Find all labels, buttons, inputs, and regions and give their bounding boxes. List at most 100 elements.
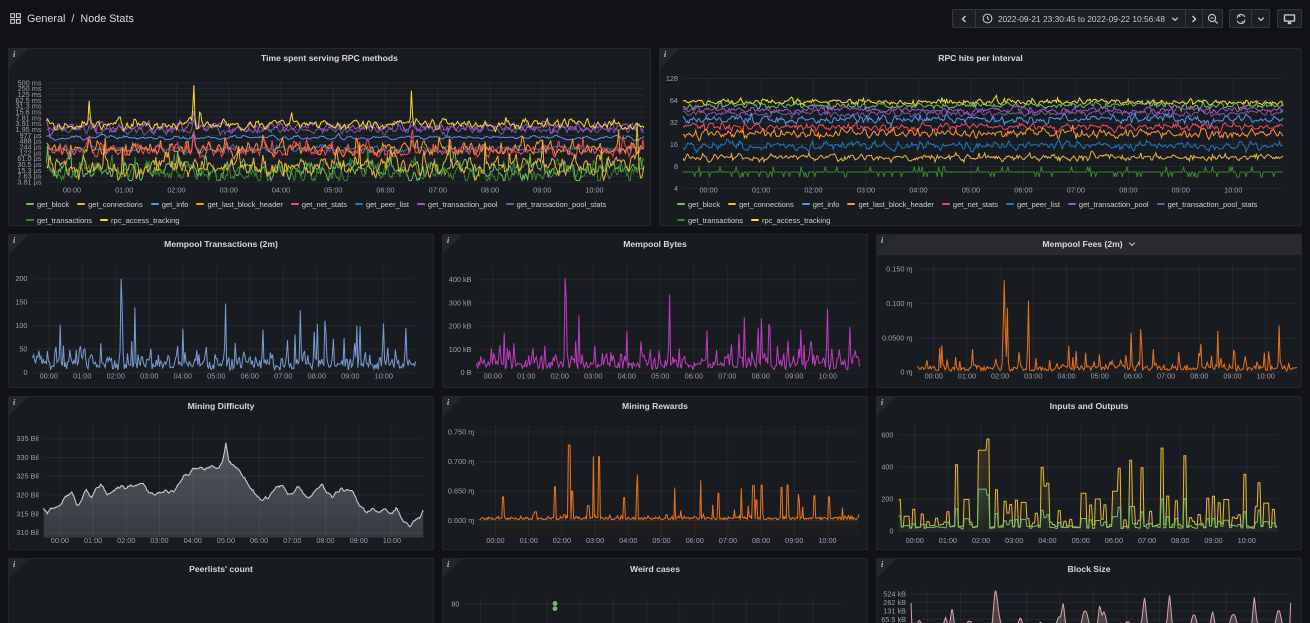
svg-text:100: 100: [15, 321, 27, 330]
svg-text:400 kB: 400 kB: [449, 275, 472, 284]
svg-text:03:00: 03:00: [220, 186, 238, 195]
svg-text:10:00: 10:00: [1238, 536, 1256, 545]
svg-text:31.3 ms: 31.3 ms: [16, 102, 42, 111]
svg-text:0.600 ɱ: 0.600 ɱ: [448, 516, 474, 525]
svg-text:08:00: 08:00: [1119, 186, 1137, 195]
svg-text:01:00: 01:00: [939, 536, 957, 545]
svg-text:977 µs: 977 µs: [19, 131, 41, 140]
svg-text:10:00: 10:00: [1224, 186, 1242, 195]
svg-text:06:00: 06:00: [1124, 372, 1142, 381]
svg-text:15.3 µs: 15.3 µs: [17, 166, 41, 175]
svg-text:16: 16: [670, 140, 678, 149]
svg-text:10:00: 10:00: [1257, 372, 1275, 381]
svg-text:0: 0: [889, 526, 893, 535]
svg-text:3.91 ms: 3.91 ms: [16, 119, 42, 128]
svg-text:122 µs: 122 µs: [19, 148, 41, 157]
svg-text:0.750 ɱ: 0.750 ɱ: [448, 427, 474, 436]
svg-text:600: 600: [881, 430, 893, 439]
svg-text:07:00: 07:00: [274, 372, 292, 381]
svg-text:02:00: 02:00: [167, 186, 185, 195]
svg-text:61.0 µs: 61.0 µs: [17, 154, 41, 163]
svg-text:01:00: 01:00: [517, 372, 535, 381]
svg-text:4: 4: [674, 184, 678, 193]
svg-text:08:00: 08:00: [1190, 372, 1208, 381]
svg-text:06:00: 06:00: [376, 186, 394, 195]
svg-text:03:00: 03:00: [857, 186, 875, 195]
svg-text:0.650 ɱ: 0.650 ɱ: [448, 486, 474, 495]
svg-text:125 ms: 125 ms: [18, 90, 42, 99]
svg-text:100 kB: 100 kB: [449, 345, 472, 354]
svg-text:04:00: 04:00: [1038, 536, 1056, 545]
svg-text:02:00: 02:00: [117, 536, 135, 545]
svg-text:325 Bil: 325 Bil: [16, 472, 39, 481]
svg-text:00:00: 00:00: [484, 372, 502, 381]
svg-text:09:00: 09:00: [350, 536, 368, 545]
svg-text:09:00: 09:00: [533, 186, 551, 195]
svg-text:02:00: 02:00: [553, 536, 571, 545]
svg-text:10:00: 10:00: [375, 372, 393, 381]
svg-text:06:00: 06:00: [1014, 186, 1032, 195]
svg-text:310 Bil: 310 Bil: [16, 528, 39, 537]
svg-text:04:00: 04:00: [184, 536, 202, 545]
svg-text:00:00: 00:00: [40, 372, 58, 381]
svg-text:08:00: 08:00: [752, 536, 770, 545]
svg-text:08:00: 08:00: [481, 186, 499, 195]
svg-text:08:00: 08:00: [752, 372, 770, 381]
svg-text:32: 32: [670, 118, 678, 127]
svg-text:03:00: 03:00: [1005, 536, 1023, 545]
svg-text:05:00: 05:00: [651, 372, 669, 381]
svg-text:200: 200: [881, 494, 893, 503]
svg-text:04:00: 04:00: [174, 372, 192, 381]
svg-text:04:00: 04:00: [619, 536, 637, 545]
svg-text:0.0500 ɱ: 0.0500 ɱ: [882, 333, 912, 342]
svg-text:0 ɱ: 0 ɱ: [900, 368, 912, 377]
svg-text:01:00: 01:00: [73, 372, 91, 381]
svg-text:10:00: 10:00: [818, 536, 836, 545]
svg-text:07:00: 07:00: [1157, 372, 1175, 381]
svg-text:64: 64: [670, 96, 678, 105]
svg-text:0: 0: [23, 368, 27, 377]
svg-text:262 kB: 262 kB: [883, 598, 906, 607]
svg-text:01:00: 01:00: [84, 536, 102, 545]
svg-text:04:00: 04:00: [618, 372, 636, 381]
svg-text:128: 128: [666, 74, 678, 83]
svg-text:7.63 µs: 7.63 µs: [17, 172, 41, 181]
svg-text:0.700 ɱ: 0.700 ɱ: [448, 457, 474, 466]
svg-text:320 Bil: 320 Bil: [16, 491, 39, 500]
svg-text:488 µs: 488 µs: [19, 137, 41, 146]
svg-text:500 ms: 500 ms: [18, 78, 42, 87]
svg-text:05:00: 05:00: [1091, 372, 1109, 381]
svg-text:09:00: 09:00: [1204, 536, 1222, 545]
svg-text:0 B: 0 B: [461, 368, 472, 377]
svg-text:07:00: 07:00: [283, 536, 301, 545]
svg-text:7.81 ms: 7.81 ms: [16, 113, 42, 122]
svg-text:09:00: 09:00: [785, 536, 803, 545]
svg-text:244 µs: 244 µs: [19, 143, 41, 152]
svg-text:10:00: 10:00: [819, 372, 837, 381]
svg-text:08:00: 08:00: [1171, 536, 1189, 545]
svg-text:03:00: 03:00: [584, 372, 602, 381]
svg-text:03:00: 03:00: [586, 536, 604, 545]
svg-text:05:00: 05:00: [324, 186, 342, 195]
svg-text:07:00: 07:00: [1138, 536, 1156, 545]
svg-text:0.100 ɱ: 0.100 ɱ: [886, 299, 912, 308]
svg-text:05:00: 05:00: [217, 536, 235, 545]
svg-text:05:00: 05:00: [1072, 536, 1090, 545]
svg-text:03:00: 03:00: [1024, 372, 1042, 381]
svg-text:08:00: 08:00: [308, 372, 326, 381]
svg-text:62.5 ms: 62.5 ms: [16, 96, 42, 105]
svg-text:00:00: 00:00: [63, 186, 81, 195]
svg-text:05:00: 05:00: [962, 186, 980, 195]
svg-text:09:00: 09:00: [1223, 372, 1241, 381]
svg-text:02:00: 02:00: [107, 372, 125, 381]
svg-text:00:00: 00:00: [486, 536, 504, 545]
svg-text:0.150 ɱ: 0.150 ɱ: [886, 265, 912, 274]
svg-text:01:00: 01:00: [520, 536, 538, 545]
svg-text:330 Bil: 330 Bil: [16, 453, 39, 462]
svg-text:8: 8: [674, 162, 678, 171]
svg-text:06:00: 06:00: [685, 372, 703, 381]
svg-text:06:00: 06:00: [241, 372, 259, 381]
svg-text:06:00: 06:00: [250, 536, 268, 545]
svg-text:250 ms: 250 ms: [18, 84, 42, 93]
svg-text:07:00: 07:00: [1067, 186, 1085, 195]
